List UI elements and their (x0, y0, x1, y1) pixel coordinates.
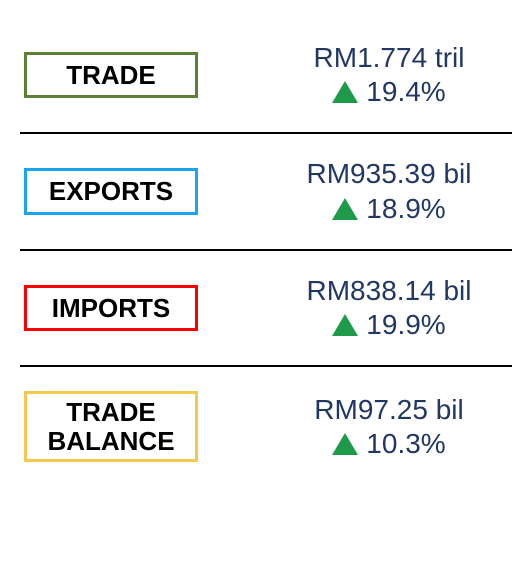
stat-change: 10.3% (274, 428, 504, 460)
stat-value: RM97.25 bil (274, 394, 504, 426)
label-text: EXPORTS (49, 177, 173, 206)
label-box-trade: TRADE (24, 52, 198, 99)
stat-change: 19.9% (274, 309, 504, 341)
stat-value: RM838.14 bil (274, 275, 504, 307)
change-text: 10.3% (366, 428, 445, 460)
stat-change: 18.9% (274, 193, 504, 225)
stat-change: 19.4% (274, 76, 504, 108)
label-box-trade-balance: TRADE BALANCE (24, 391, 198, 462)
stat-block-trade: RM1.774 tril 19.4% (274, 42, 504, 108)
label-box-exports: EXPORTS (24, 168, 198, 215)
label-text: TRADE BALANCE (47, 398, 174, 455)
stat-row-trade-balance: TRADE BALANCE RM97.25 bil 10.3% (20, 367, 512, 486)
change-text: 19.9% (366, 309, 445, 341)
label-box-imports: IMPORTS (24, 285, 198, 332)
stat-value: RM1.774 tril (274, 42, 504, 74)
arrow-up-icon (332, 81, 358, 103)
infographic-container: TRADE RM1.774 tril 19.4% EXPORTS RM935.3… (20, 18, 512, 486)
arrow-up-icon (332, 198, 358, 220)
change-text: 19.4% (366, 76, 445, 108)
label-text: IMPORTS (52, 294, 170, 323)
stat-block-exports: RM935.39 bil 18.9% (274, 158, 504, 224)
stat-row-exports: EXPORTS RM935.39 bil 18.9% (20, 134, 512, 248)
label-text: TRADE (66, 61, 156, 90)
arrow-up-icon (332, 433, 358, 455)
stat-row-trade: TRADE RM1.774 tril 19.4% (20, 18, 512, 132)
arrow-up-icon (332, 314, 358, 336)
stat-block-trade-balance: RM97.25 bil 10.3% (274, 394, 504, 460)
change-text: 18.9% (366, 193, 445, 225)
stat-row-imports: IMPORTS RM838.14 bil 19.9% (20, 251, 512, 365)
stat-value: RM935.39 bil (274, 158, 504, 190)
stat-block-imports: RM838.14 bil 19.9% (274, 275, 504, 341)
